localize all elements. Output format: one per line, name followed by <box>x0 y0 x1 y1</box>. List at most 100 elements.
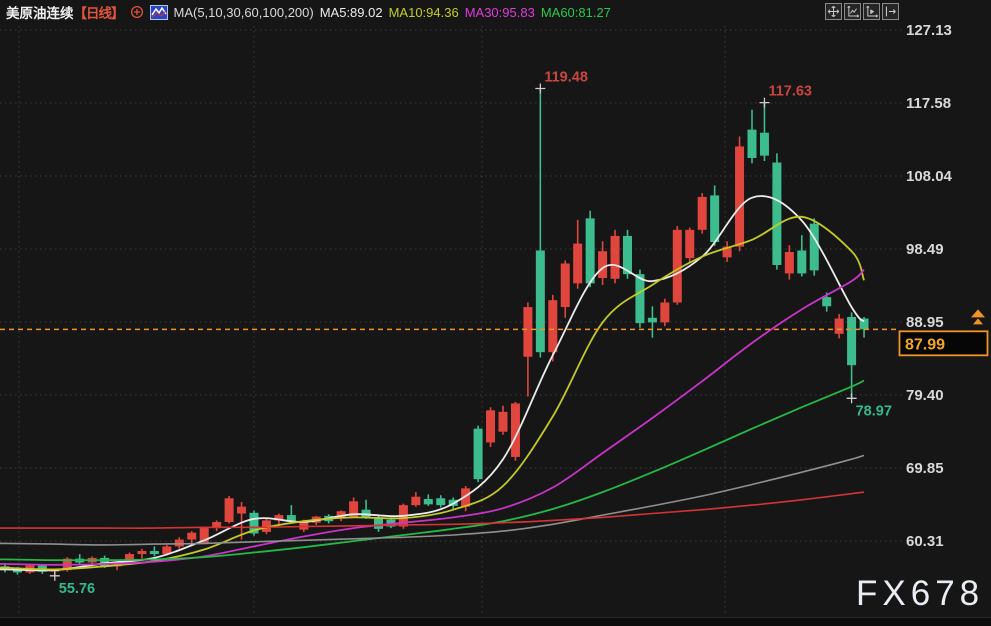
candle-body <box>411 496 421 506</box>
candle-body <box>486 410 496 443</box>
candle-body <box>12 570 22 573</box>
ma60-value: MA60:81.27 <box>540 4 611 20</box>
axis-play-icon[interactable] <box>863 3 880 20</box>
candle-body <box>809 223 819 271</box>
ma30-line <box>0 268 865 566</box>
high-price-annotation: 119.48 <box>544 70 588 86</box>
current-price-badge <box>898 330 989 357</box>
y-axis-label: 117.58 <box>906 95 951 112</box>
candle-body <box>647 317 657 323</box>
symbol-name: 美原油连续 <box>6 6 74 21</box>
candle-body <box>336 511 346 518</box>
candle-body <box>498 411 508 432</box>
candle-body <box>423 499 433 505</box>
candle-body <box>199 528 209 543</box>
y-axis-label: 127.13 <box>906 22 952 39</box>
ma10-value: MA10:94.36 <box>388 4 459 20</box>
candle-body <box>249 512 259 534</box>
expand-circle-plus-icon[interactable] <box>130 5 144 19</box>
candle-body <box>610 235 620 279</box>
indicator-label: MA(5,10,30,60,100,200) <box>173 4 314 20</box>
candle-body <box>735 146 745 247</box>
price-up-arrow-icon <box>971 309 985 318</box>
candle-body <box>710 195 720 243</box>
candle-body <box>672 229 682 303</box>
candle-body <box>286 515 296 522</box>
candle-body <box>797 250 807 274</box>
candle-body <box>461 488 471 507</box>
ma5-line <box>0 195 865 572</box>
candle-body <box>137 551 147 555</box>
candle-body <box>759 132 769 156</box>
extreme-cross-marker <box>759 97 770 108</box>
candle-body <box>660 302 670 323</box>
axis-scale-icon[interactable] <box>844 3 861 20</box>
candle-body <box>784 252 794 274</box>
y-axis-label: 88.95 <box>906 314 944 331</box>
candle-body <box>722 246 732 258</box>
candle-body <box>299 521 309 530</box>
chart-toolbar <box>825 3 899 20</box>
y-axis-label: 60.31 <box>906 533 944 550</box>
candle-body <box>685 229 695 259</box>
ma10-line <box>0 215 865 571</box>
candle-body <box>635 274 645 324</box>
candle-body <box>349 501 359 517</box>
candle-body <box>623 235 632 275</box>
y-axis-label: 98.49 <box>906 241 944 258</box>
candle-body <box>697 196 707 230</box>
candle-body <box>149 551 159 555</box>
bottom-strip <box>0 617 991 626</box>
candle-body <box>859 318 869 330</box>
low-price-annotation: 55.76 <box>59 581 95 597</box>
ma5-value: MA5:89.02 <box>319 4 383 20</box>
candle-body <box>585 218 595 284</box>
candle-body <box>523 307 533 357</box>
current-price-value: 87.99 <box>905 336 945 353</box>
indicator-chart-icon[interactable] <box>149 4 168 20</box>
candle-body <box>834 318 844 334</box>
candle-body <box>274 515 284 521</box>
candle-body <box>473 428 483 480</box>
candle-body <box>573 243 583 284</box>
y-axis-label: 79.40 <box>906 387 944 404</box>
high-price-annotation: 117.63 <box>768 84 812 100</box>
extreme-cross-marker <box>49 570 60 581</box>
candle-body <box>224 498 234 522</box>
candle-body <box>560 263 570 308</box>
candle-body <box>187 532 197 540</box>
candle-body <box>436 498 446 506</box>
y-axis-label: 69.85 <box>906 460 944 477</box>
candle-body <box>237 506 247 514</box>
pan-icon[interactable] <box>825 3 842 20</box>
watermark-logo: FX678 <box>856 574 984 613</box>
candle-body <box>510 403 520 457</box>
symbol-title: 美原油连续【日线】 <box>6 2 125 22</box>
candle-body <box>548 300 558 353</box>
price-up-arrow-icon <box>973 318 983 325</box>
y-axis-label: 108.04 <box>906 168 953 185</box>
candle-body <box>847 317 857 366</box>
ma100-line <box>0 454 865 546</box>
candle-body <box>535 250 545 353</box>
low-price-annotation: 78.97 <box>856 403 892 419</box>
ma200-line <box>0 491 865 529</box>
ma60-line <box>0 379 865 562</box>
ma30-value: MA30:95.83 <box>464 4 535 20</box>
candle-body <box>822 297 832 307</box>
extreme-cross-marker <box>846 393 857 404</box>
candle-body <box>374 517 383 529</box>
candle-body <box>100 557 110 567</box>
candle-body <box>174 539 184 547</box>
chart-header: 美原油连续【日线】 MA(5,10,30,60,100,200) MA5:89.… <box>6 2 611 22</box>
exit-right-icon[interactable] <box>882 3 899 20</box>
candle-body <box>162 546 172 555</box>
candle-body <box>125 554 134 564</box>
extreme-cross-marker <box>535 83 546 94</box>
candle-body <box>598 251 608 279</box>
candle-body <box>772 162 782 266</box>
candle-body <box>261 520 271 532</box>
candle-body <box>212 521 222 529</box>
